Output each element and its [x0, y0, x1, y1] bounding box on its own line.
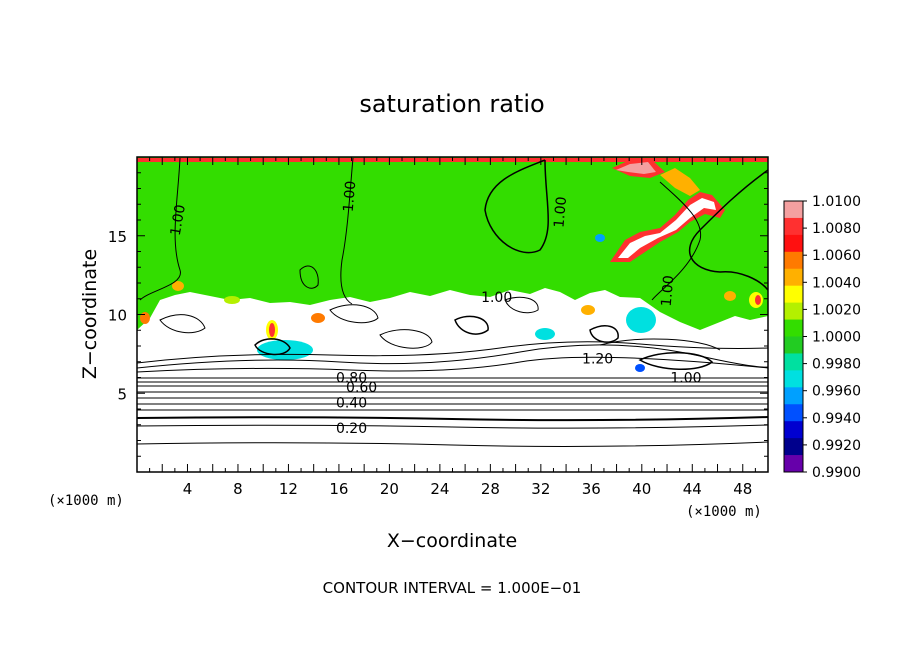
contour-label: 0.20	[336, 421, 367, 437]
colorbar-swatch	[784, 319, 803, 337]
colorbar-swatch	[784, 201, 803, 219]
x-tick-label: 4	[183, 480, 193, 498]
contour-label: 1.00	[341, 180, 360, 212]
colorbar-label: 1.0040	[812, 275, 861, 291]
colorbar-label: 0.9920	[812, 438, 861, 454]
contour-lines	[137, 157, 768, 447]
colorbar-swatch	[784, 285, 803, 304]
colorbar-label: 0.9900	[812, 465, 861, 481]
cloud-edge-speckles	[140, 234, 763, 372]
contour-label: 0.60	[346, 380, 377, 396]
x-tick-label: 32	[531, 480, 550, 498]
colorbar-label: 1.0060	[812, 248, 861, 264]
plot-area: 1.00 1.00 1.00 1.00 1.00 1.20 1.00 0.800.600.40…	[137, 157, 768, 472]
contour-labels: 1.00 1.00 1.00 1.00 1.00 1.20 1.00 0.800.600.40…	[168, 180, 702, 437]
contour-interval-label: CONTOUR INTERVAL = 1.000E−01	[323, 579, 582, 597]
colorbar-label: 0.9980	[812, 357, 861, 373]
chart-title: saturation ratio	[359, 90, 544, 118]
colorbar-label: 1.0100	[812, 194, 861, 210]
x-tick-label: 48	[733, 480, 752, 498]
colorbar-swatch	[784, 421, 803, 439]
colorbar-swatch	[784, 370, 803, 388]
x-axis-title: X−coordinate	[387, 530, 517, 552]
y-tick-label: 5	[117, 385, 127, 403]
colorbar-label: 1.0080	[812, 221, 861, 237]
colorbar-swatch	[784, 251, 803, 270]
colorbar	[783, 200, 804, 473]
x-tick-label: 28	[481, 480, 500, 498]
x-axis: 4 8 12 16 20 24 28 32 36 40 44 48	[149, 157, 756, 498]
y-unit-label: (×1000 m)	[48, 493, 124, 509]
colorbar-swatch	[784, 387, 803, 405]
contour-label: 1.20	[582, 352, 613, 368]
y-axis: 5 10 15	[108, 172, 768, 457]
x-tick-label: 12	[279, 480, 298, 498]
x-tick-label: 8	[233, 480, 243, 498]
colorbar-swatch	[784, 302, 803, 321]
colorbar-swatch	[784, 217, 803, 236]
x-tick-label: 44	[683, 480, 702, 498]
contour-label: 1.00	[670, 371, 701, 387]
contour-label: 1.00	[168, 203, 189, 236]
x-tick-label: 36	[582, 480, 601, 498]
x-tick-label: 24	[430, 480, 449, 498]
contour-label: 1.00	[659, 275, 678, 307]
colorbar-label: 0.9940	[812, 411, 861, 427]
colorbar-swatch	[784, 336, 803, 354]
x-tick-label: 16	[329, 480, 348, 498]
x-tick-label: 20	[380, 480, 399, 498]
contour-label: 1.00	[481, 290, 512, 306]
colorbar-swatch	[784, 234, 803, 253]
contour-label: 0.40	[336, 396, 367, 412]
y-tick-label: 15	[108, 228, 127, 246]
x-tick-label: 40	[632, 480, 651, 498]
colorbar-label: 1.0020	[812, 302, 861, 318]
colorbar-swatch	[784, 438, 803, 456]
colorbar-swatch	[784, 268, 803, 287]
contour-label: 1.00	[551, 196, 570, 228]
x-unit-label: (×1000 m)	[686, 504, 762, 520]
colorbar-label: 1.0000	[812, 330, 861, 346]
y-axis-title: Z−coordinate	[79, 249, 101, 379]
colorbar-swatch	[784, 455, 803, 473]
y-tick-label: 10	[108, 307, 127, 325]
colorbar-label: 0.9960	[812, 384, 861, 400]
colorbar-swatch	[784, 353, 803, 371]
colorbar-swatch	[784, 404, 803, 422]
colorbar-labels: 1.0100 1.0080 1.0060 1.0040 1.0020 1.0000 0.99…	[803, 194, 861, 481]
contour-label: 0.80	[336, 371, 367, 387]
